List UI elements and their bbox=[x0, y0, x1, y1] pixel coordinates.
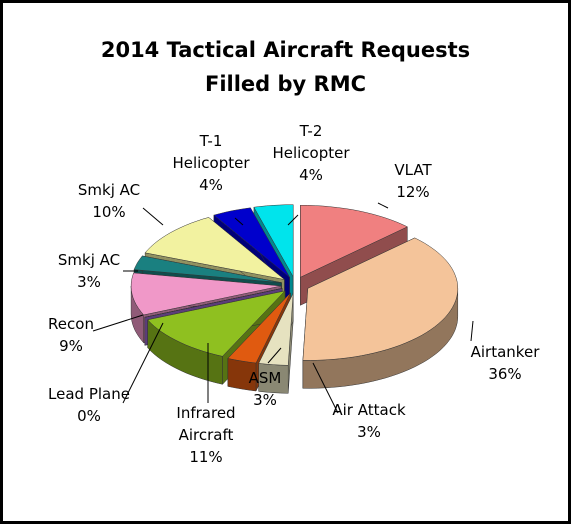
value-label: 10% bbox=[92, 203, 126, 221]
value-label: 3% bbox=[77, 273, 101, 291]
slice bbox=[227, 292, 291, 364]
value-label: 11% bbox=[189, 448, 223, 466]
slice bbox=[133, 255, 282, 283]
slice bbox=[144, 217, 285, 280]
category-label: ASM bbox=[248, 369, 282, 387]
leader-line bbox=[122, 322, 164, 404]
value-label: 4% bbox=[299, 166, 323, 184]
slice bbox=[258, 293, 294, 366]
category-label: Lead Plane bbox=[48, 385, 130, 403]
chart-title: 2014 Tactical Aircraft Requests Filled b… bbox=[100, 38, 471, 96]
leader-line bbox=[287, 214, 299, 226]
value-label: 36% bbox=[488, 365, 522, 383]
value-label: 9% bbox=[59, 337, 83, 355]
leader-line bbox=[142, 207, 164, 226]
leader-line bbox=[267, 347, 282, 364]
slice-label: VLAT 12% bbox=[394, 159, 431, 203]
pie-area bbox=[92, 202, 474, 414]
value-label: 0% bbox=[77, 407, 101, 425]
leader-line bbox=[92, 314, 144, 332]
slice bbox=[213, 207, 290, 278]
slice-label: Smkj AC 10% bbox=[78, 179, 140, 223]
slice bbox=[144, 288, 283, 318]
category-label: Recon bbox=[48, 315, 94, 333]
leader-line bbox=[234, 217, 244, 226]
leader-line bbox=[312, 362, 339, 414]
category-label: Smkj AC bbox=[77, 181, 141, 199]
slice-label: T-1 Helicopter 4% bbox=[172, 130, 249, 196]
slice-label: Airtanker 36% bbox=[471, 341, 540, 385]
value-label: 4% bbox=[199, 176, 223, 194]
slice-label: Air Attack 3% bbox=[332, 399, 405, 443]
leader-line bbox=[470, 320, 474, 342]
value-label: 3% bbox=[253, 391, 277, 409]
slice-label: Infrared Aircraft 11% bbox=[176, 402, 235, 468]
category-label: VLAT bbox=[394, 161, 432, 179]
category-label: T-1 Helicopter bbox=[172, 132, 250, 172]
leader-line bbox=[377, 202, 389, 209]
slice bbox=[130, 272, 282, 316]
value-label: 12% bbox=[396, 183, 430, 201]
slice bbox=[302, 237, 459, 361]
category-label: Air Attack bbox=[332, 401, 406, 419]
slice-label: ASM 3% bbox=[249, 367, 282, 411]
category-label: Smkj AC bbox=[57, 251, 121, 269]
slice-label: Recon 9% bbox=[48, 313, 94, 357]
value-label: 3% bbox=[357, 423, 381, 441]
slice-label: Lead Plane 0% bbox=[48, 383, 130, 427]
slice bbox=[300, 205, 408, 278]
slice-label: Smkj AC 3% bbox=[58, 249, 120, 293]
category-label: Airtanker bbox=[470, 343, 540, 361]
category-label: Infrared Aircraft bbox=[176, 404, 236, 444]
slice bbox=[147, 290, 286, 357]
slice-label: T-2 Helicopter 4% bbox=[272, 120, 349, 186]
category-label: T-2 Helicopter bbox=[272, 122, 350, 162]
slice bbox=[253, 204, 294, 278]
